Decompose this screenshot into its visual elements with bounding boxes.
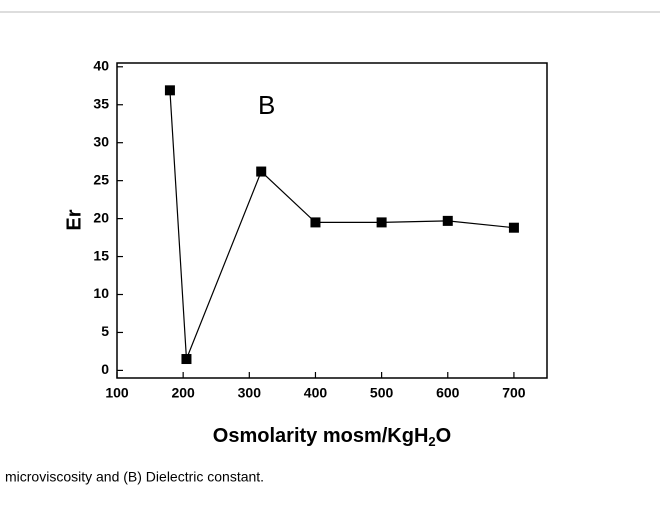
y-axis-label: Er [63,209,85,230]
marker [310,217,321,228]
x-tick-label: 700 [502,385,526,401]
y-tick-label: 35 [93,95,109,111]
y-tick-label: 5 [101,323,109,339]
series-line [169,90,514,360]
marker [442,215,453,226]
y-tick-label: 20 [93,209,109,225]
y-tick-label: 30 [93,133,109,149]
y-tick-label: 25 [93,171,109,187]
annotation: B [258,90,275,120]
y-tick-label: 15 [93,247,109,263]
plot-frame [116,62,548,379]
x-tick-label: 100 [105,385,129,401]
x-axis-label: Osmolarity mosm/KgH2O [213,425,451,449]
y-tick-label: 0 [101,361,109,377]
marker [256,166,267,177]
caption: microviscosity and (B) Dielectric consta… [5,469,264,485]
marker [376,217,387,228]
x-label-sub: 2 [428,434,435,449]
marker [508,222,519,233]
x-label-part: O [436,425,452,447]
x-tick-label: 300 [238,385,262,401]
x-label-part: Osmolarity mosm/KgH [213,425,429,447]
x-tick-label: 500 [370,385,394,401]
x-tick-label: 200 [171,385,195,401]
marker [164,85,175,96]
marker [181,354,192,365]
y-tick-label: 40 [93,57,109,73]
x-tick-label: 400 [304,385,328,401]
x-tick-label: 600 [436,385,460,401]
y-tick-label: 10 [93,285,109,301]
